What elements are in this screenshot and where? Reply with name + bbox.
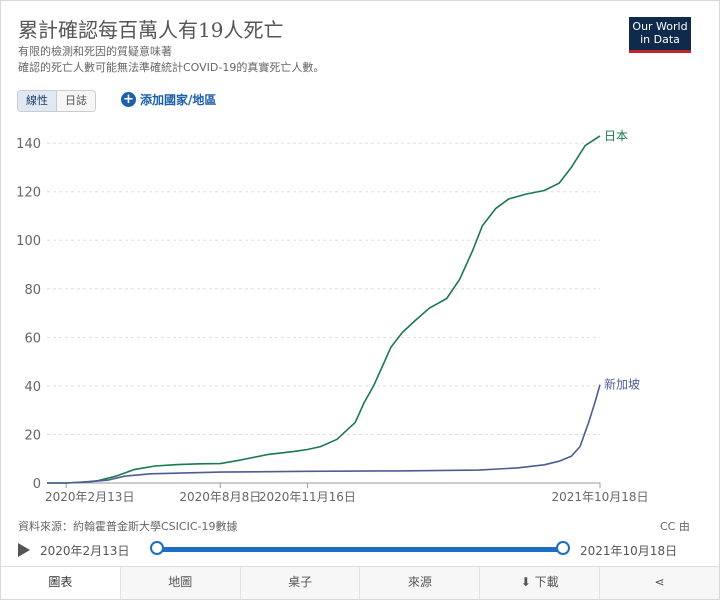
page-title: 累計確認每百萬人有19人死亡 <box>18 18 284 42</box>
series-label: 日本 <box>604 129 628 143</box>
timeline-track[interactable] <box>157 547 563 552</box>
license-link[interactable]: CC 由 <box>660 520 690 533</box>
add-country-label: 添加國家/地區 <box>140 93 217 107</box>
logo-line-2: in Data <box>640 33 680 46</box>
linear-scale-button[interactable]: 線性 <box>18 91 57 111</box>
subtitle-line-2: 確認的死亡人數可能無法準確統計COVID-19的真實死亡人數。 <box>18 61 325 74</box>
tab-download-label: 下載 <box>534 575 559 589</box>
tab-download[interactable]: ⬇ 下載 <box>480 567 601 599</box>
add-country-button[interactable]: + 添加國家/地區 <box>121 91 216 108</box>
log-scale-button[interactable]: 日誌 <box>57 91 95 111</box>
tab-sources[interactable]: 來源 <box>360 567 481 599</box>
y-tick-label: 80 <box>24 283 41 298</box>
series-label: 新加坡 <box>604 377 640 392</box>
x-tick-label: 2021年10月18日 <box>551 490 648 504</box>
source-note: 資料來源：約翰霍普金斯大學CSICIC-19數據 <box>18 520 238 533</box>
owid-logo[interactable]: Our World in Data <box>629 17 691 53</box>
series-line-0 <box>47 135 601 484</box>
x-tick-label: 2020年8月8日 <box>179 490 261 504</box>
y-tick-label: 100 <box>16 234 41 249</box>
tab-chart[interactable]: 圖表 <box>1 567 121 599</box>
y-tick-label: 140 <box>16 137 41 152</box>
y-tick-label: 20 <box>24 428 41 443</box>
y-tick-label: 0 <box>33 477 41 492</box>
y-tick-label: 40 <box>24 380 41 395</box>
series-line-1 <box>47 384 601 484</box>
timeline-end-label: 2021年10月18日 <box>580 544 678 558</box>
bottom-tabs: 圖表 地圖 桌子 來源 ⬇ 下載 ⋖ <box>1 566 719 599</box>
y-tick-label: 120 <box>16 186 41 201</box>
timeline-start-label: 2020年2月13日 <box>40 544 130 558</box>
tab-table[interactable]: 桌子 <box>240 567 361 599</box>
subtitle-line-1: 有限的檢測和死因的質疑意味著 <box>18 45 172 58</box>
scale-toggle: 線性 日誌 <box>17 90 96 112</box>
x-tick-label: 2020年11月16日 <box>259 490 356 504</box>
play-icon[interactable] <box>18 543 30 557</box>
plus-circle-icon: + <box>121 92 136 107</box>
timeline-start-handle[interactable] <box>150 541 164 555</box>
download-icon: ⬇ <box>520 575 531 589</box>
logo-line-1: Our World <box>632 20 688 33</box>
tab-map[interactable]: 地圖 <box>120 567 241 599</box>
tab-share[interactable]: ⋖ <box>600 567 719 599</box>
share-icon: ⋖ <box>654 575 665 589</box>
y-tick-label: 60 <box>24 331 41 346</box>
x-tick-label: 2020年2月13日 <box>45 490 134 504</box>
timeline-end-handle[interactable] <box>556 541 570 555</box>
timeline: 2020年2月13日 2021年10月18日 <box>18 540 708 560</box>
